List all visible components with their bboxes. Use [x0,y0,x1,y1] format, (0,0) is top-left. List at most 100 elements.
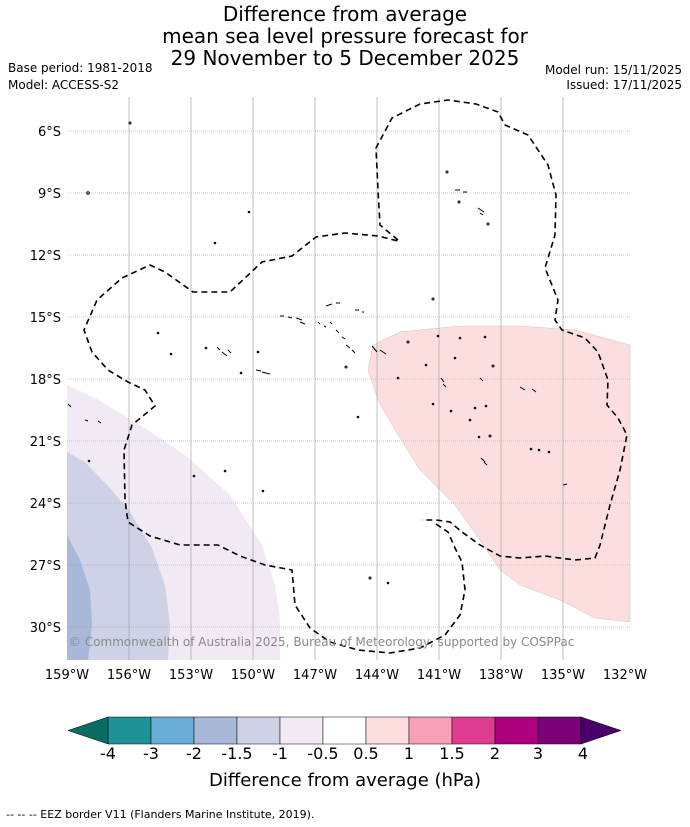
colorbar-under-arrow [67,716,109,745]
colorbar-segment [150,716,195,745]
colorbar-tick: 4 [577,744,589,763]
title-line-1: Difference from average [222,2,468,26]
colorbar-segment [537,716,582,745]
colorbar-tick: 3 [532,744,544,763]
island [368,576,372,580]
island [261,489,265,493]
colorbar-segment [279,716,324,745]
colorbar-tick: -1.5 [221,744,253,763]
island [491,364,495,368]
colorbar-segment [236,716,281,745]
lon-label: 156°W [107,668,151,683]
island [204,346,208,350]
island [431,297,435,301]
colorbar-tick: -2 [186,744,202,763]
anomaly-shading [67,325,631,660]
colorbar-tick: 0.5 [353,744,379,763]
positive-anomaly-light [367,325,631,623]
lat-label: 30°S [30,621,61,636]
colorbar-tick: 1.5 [439,744,465,763]
colorbar-segment [107,716,152,745]
island [483,335,487,339]
island [169,352,173,356]
island [344,365,348,369]
lat-label: 27°S [30,559,61,574]
colorbar-over-arrow [580,716,622,745]
model-name: Model: ACCESS-S2 [8,78,120,92]
island [488,434,492,438]
island [325,302,340,307]
colorbar-segment [451,716,496,745]
island [562,483,568,486]
eez-border-south [83,232,466,654]
island [477,207,485,216]
colorbar [67,716,622,745]
islands [67,121,568,585]
model-run: Model run: 15/11/2025 [544,63,682,77]
title-line-3: 29 November to 5 December 2025 [170,46,520,70]
island [468,418,472,422]
island [256,350,260,354]
lon-label: 141°W [417,668,461,683]
eez-border [83,99,628,654]
negative-anomaly-medium [67,452,170,660]
colorbar-segment [494,716,539,745]
island [223,469,227,473]
colorbar-segment [365,716,410,745]
island [458,336,462,340]
island [529,447,533,451]
lon-label: 138°W [479,668,523,683]
island [86,191,90,195]
island [436,334,440,338]
colorbar-title: Difference from average (hPa) [208,770,482,791]
island [484,404,488,408]
island [87,459,91,463]
colorbar-tick: -1 [272,744,288,763]
lat-label: 12°S [30,249,61,264]
base-period: Base period: 1981-2018 [8,61,153,75]
copyright-notice: © Commonwealth of Australia 2025, Bureau… [69,635,574,649]
lon-label: 132°W [603,668,647,683]
lat-label: 21°S [30,435,61,450]
island [216,346,232,357]
island [457,200,461,204]
title-line-2: mean sea level pressure forecast for [162,24,528,48]
island [386,581,390,585]
island [477,435,481,439]
colorbar-segment [408,716,453,745]
latitude-labels: 6°S 9°S 12°S 15°S 18°S 21°S 24°S 27°S 30… [30,125,61,636]
colorbar-tick: -0.5 [307,744,339,763]
eez-border-main [375,99,628,561]
island [486,222,490,226]
island [356,415,360,419]
lon-label: 144°W [355,668,399,683]
lon-label: 153°W [169,668,213,683]
island [424,363,428,367]
lon-label: 147°W [293,668,337,683]
island [255,369,271,375]
island [449,409,453,413]
island [192,474,196,478]
lat-label: 9°S [38,187,61,202]
island [537,448,541,452]
graticule [67,97,630,660]
eez-footnote: -- -- -- EEZ border V11 (Flanders Marine… [6,808,315,821]
island [440,377,447,388]
island [473,406,477,410]
negative-anomaly-strong [67,535,92,660]
island [445,170,449,174]
island [239,371,243,375]
island [480,457,488,466]
lon-label: 159°W [45,668,89,683]
lat-label: 18°S [30,373,61,388]
colorbar-segment [193,716,238,745]
lat-label: 6°S [38,125,61,140]
island [355,309,364,313]
island [455,189,467,193]
lon-label: 150°W [231,668,275,683]
lat-label: 15°S [30,311,61,326]
longitude-labels: 159°W 156°W 153°W 150°W 147°W 144°W 141°… [45,668,647,683]
island [479,377,537,393]
island [453,356,457,360]
